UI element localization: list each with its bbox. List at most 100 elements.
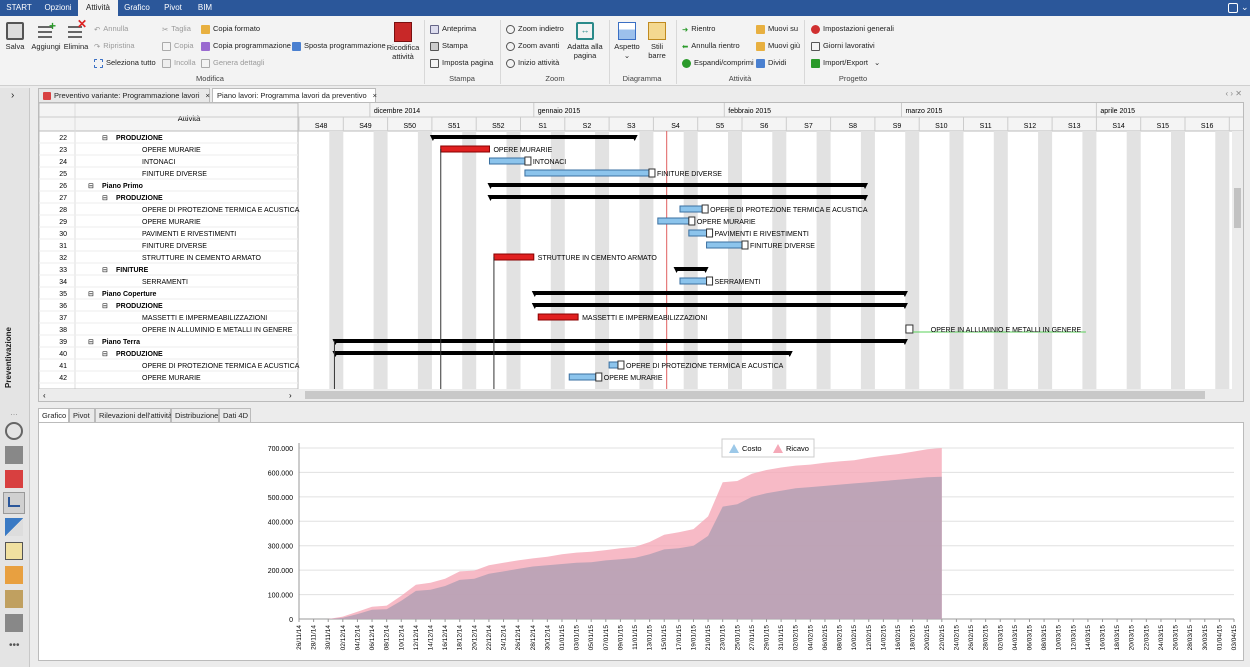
save-button[interactable]: Salva	[3, 22, 27, 51]
fit-page-button[interactable]: ↔ Adatta alla pagina	[565, 22, 605, 60]
collapse-toggle-icon[interactable]: ⊟	[88, 291, 94, 298]
critical-task-bar[interactable]	[537, 313, 579, 321]
summary-bar[interactable]	[431, 135, 636, 139]
activity-name[interactable]: INTONACI	[142, 159, 175, 166]
menu-tab-bim[interactable]: BIM	[197, 3, 213, 12]
move-schedule-button[interactable]: Sposta programmazione	[292, 41, 386, 51]
scroll-right-icon[interactable]: ›	[289, 391, 292, 400]
close-icon[interactable]: ×	[372, 91, 378, 100]
tab-4d-data[interactable]: Dati 4D	[219, 408, 251, 422]
activity-name[interactable]: Piano Primo	[102, 183, 143, 190]
activity-name[interactable]: OPERE DI PROTEZIONE TERMICA E ACUSTICA	[142, 363, 300, 370]
critical-task-bar[interactable]	[493, 253, 535, 261]
tab-distribution[interactable]: Distribuzione	[171, 408, 219, 422]
page-setup-button[interactable]: Imposta pagina	[430, 58, 493, 68]
summary-bar[interactable]	[489, 195, 867, 199]
undo-button[interactable]: ↶ Annulla	[94, 24, 128, 34]
zoom-forward-button[interactable]: Zoom avanti	[506, 41, 559, 51]
task-bar[interactable]	[524, 169, 650, 177]
indent-button[interactable]: ➜ Rientro	[682, 24, 715, 34]
summary-bar[interactable]	[675, 267, 707, 271]
scroll-left-icon[interactable]: ‹	[43, 391, 46, 400]
menu-tab-activities[interactable]: Attività	[78, 0, 118, 16]
move-down-button[interactable]: Muovi giù	[756, 41, 800, 51]
summary-bar[interactable]	[533, 303, 906, 307]
menu-tab-start[interactable]: START	[6, 3, 32, 12]
summary-bar[interactable]	[334, 351, 791, 355]
activity-name[interactable]: OPERE MURARIE	[142, 375, 201, 382]
cut-button[interactable]: ✂ Taglia	[162, 24, 191, 34]
import-export-button[interactable]: Import/Export ⌄	[811, 58, 880, 68]
collapse-toggle-icon[interactable]: ⊟	[88, 339, 94, 346]
copy-schedule-button[interactable]: Copia programmazione	[201, 41, 291, 51]
table-icon[interactable]	[5, 542, 23, 560]
critical-task-bar[interactable]	[440, 145, 490, 153]
activity-name[interactable]: STRUTTURE IN CEMENTO ARMATO	[142, 255, 262, 262]
delete-button[interactable]: ✕ Elimina	[63, 18, 89, 51]
activity-name[interactable]: Piano Terra	[102, 339, 140, 346]
task-bar[interactable]	[488, 157, 526, 165]
generate-details-button[interactable]: Genera dettagli	[201, 58, 264, 68]
activity-name[interactable]: PRODUZIONE	[116, 351, 163, 358]
redo-button[interactable]: ↷ Ripristina	[94, 41, 135, 51]
more-options-icon[interactable]: •••	[9, 640, 20, 651]
activity-name[interactable]: MASSETTI E IMPERMEABILIZZAZIONI	[142, 315, 267, 322]
task-bar[interactable]	[688, 229, 708, 237]
menu-tab-chart[interactable]: Grafico	[124, 3, 150, 12]
milestone-bar[interactable]	[905, 324, 914, 334]
summary-bar[interactable]	[489, 183, 867, 187]
activity-name[interactable]: OPERE MURARIE	[142, 219, 201, 226]
expand-collapse-button[interactable]: Espandi/comprimi	[682, 58, 754, 68]
doc-tab-variant[interactable]: Preventivo variante: Programmazione lavo…	[38, 88, 210, 102]
general-settings-button[interactable]: Impostazioni generali	[811, 24, 894, 34]
activity-name[interactable]: FINITURE	[116, 267, 149, 274]
add-button[interactable]: + Aggiungi	[30, 20, 62, 51]
activity-name[interactable]: FINITURE DIVERSE	[142, 243, 207, 250]
buildings-icon[interactable]	[5, 446, 23, 464]
vertical-scrollbar[interactable]	[1232, 131, 1243, 389]
tab-scroll-icons[interactable]: ‹ › ✕	[1225, 89, 1242, 98]
chart-line-icon[interactable]	[5, 518, 23, 536]
task-bar[interactable]	[608, 361, 619, 369]
preview-button[interactable]: Anteprima	[430, 24, 476, 34]
report-icon[interactable]	[5, 590, 23, 608]
tab-activity-surveys[interactable]: Rilevazioni dell'attività	[95, 408, 172, 422]
split-button[interactable]: Dividi	[756, 58, 786, 68]
expand-panel-icon[interactable]: ›	[11, 90, 15, 101]
gear-icon[interactable]	[5, 422, 23, 440]
calendar-grid-icon[interactable]	[5, 470, 23, 488]
horizontal-scroll-thumb[interactable]	[305, 391, 1205, 399]
activity-name[interactable]: PRODUZIONE	[116, 195, 163, 202]
zoom-back-button[interactable]: Zoom indietro	[506, 24, 564, 34]
activity-name[interactable]: PRODUZIONE	[116, 135, 163, 142]
vertical-scroll-thumb[interactable]	[1234, 188, 1241, 228]
move-up-button[interactable]: Muovi su	[756, 24, 798, 34]
export-icon[interactable]	[5, 614, 23, 632]
tab-chart[interactable]: Grafico	[38, 408, 69, 422]
bar-styles-button[interactable]: Stili barre	[644, 22, 670, 60]
activity-name[interactable]: PRODUZIONE	[116, 303, 163, 310]
activity-name[interactable]: PAVIMENTI E RIVESTIMENTI	[142, 231, 236, 238]
task-bar[interactable]	[657, 217, 690, 225]
tab-pivot[interactable]: Pivot	[69, 408, 95, 422]
doc-tab-work-plan[interactable]: Piano lavori: Programma lavori da preven…	[212, 88, 378, 102]
menu-tab-pivot[interactable]: Pivot	[164, 3, 182, 12]
activity-name[interactable]: SERRAMENTI	[142, 279, 188, 286]
collapse-toggle-icon[interactable]: ⊟	[102, 351, 108, 358]
summary-bar[interactable]	[533, 291, 906, 295]
task-bar[interactable]	[706, 241, 743, 249]
menu-tab-options[interactable]: Opzioni	[44, 3, 72, 12]
close-icon[interactable]: ×	[205, 91, 210, 100]
print-button[interactable]: Stampa	[430, 41, 468, 51]
activity-name[interactable]: Piano Coperture	[102, 291, 157, 298]
activity-name[interactable]: FINITURE DIVERSE	[142, 171, 207, 178]
copy-button[interactable]: Copia	[162, 41, 194, 51]
collapse-toggle-icon[interactable]: ⊟	[102, 267, 108, 274]
task-bar[interactable]	[679, 205, 703, 213]
summary-bar[interactable]	[334, 339, 906, 343]
ribbon-collapse-icon[interactable]: ⌄	[1241, 2, 1249, 12]
activity-name[interactable]: OPERE IN ALLUMINIO E METALLI IN GENERE	[142, 327, 293, 334]
recode-activities-button[interactable]: Ricodifica attività	[386, 22, 420, 61]
aspect-button[interactable]: Aspetto ⌄	[612, 22, 642, 60]
collapse-toggle-icon[interactable]: ⊟	[102, 303, 108, 310]
